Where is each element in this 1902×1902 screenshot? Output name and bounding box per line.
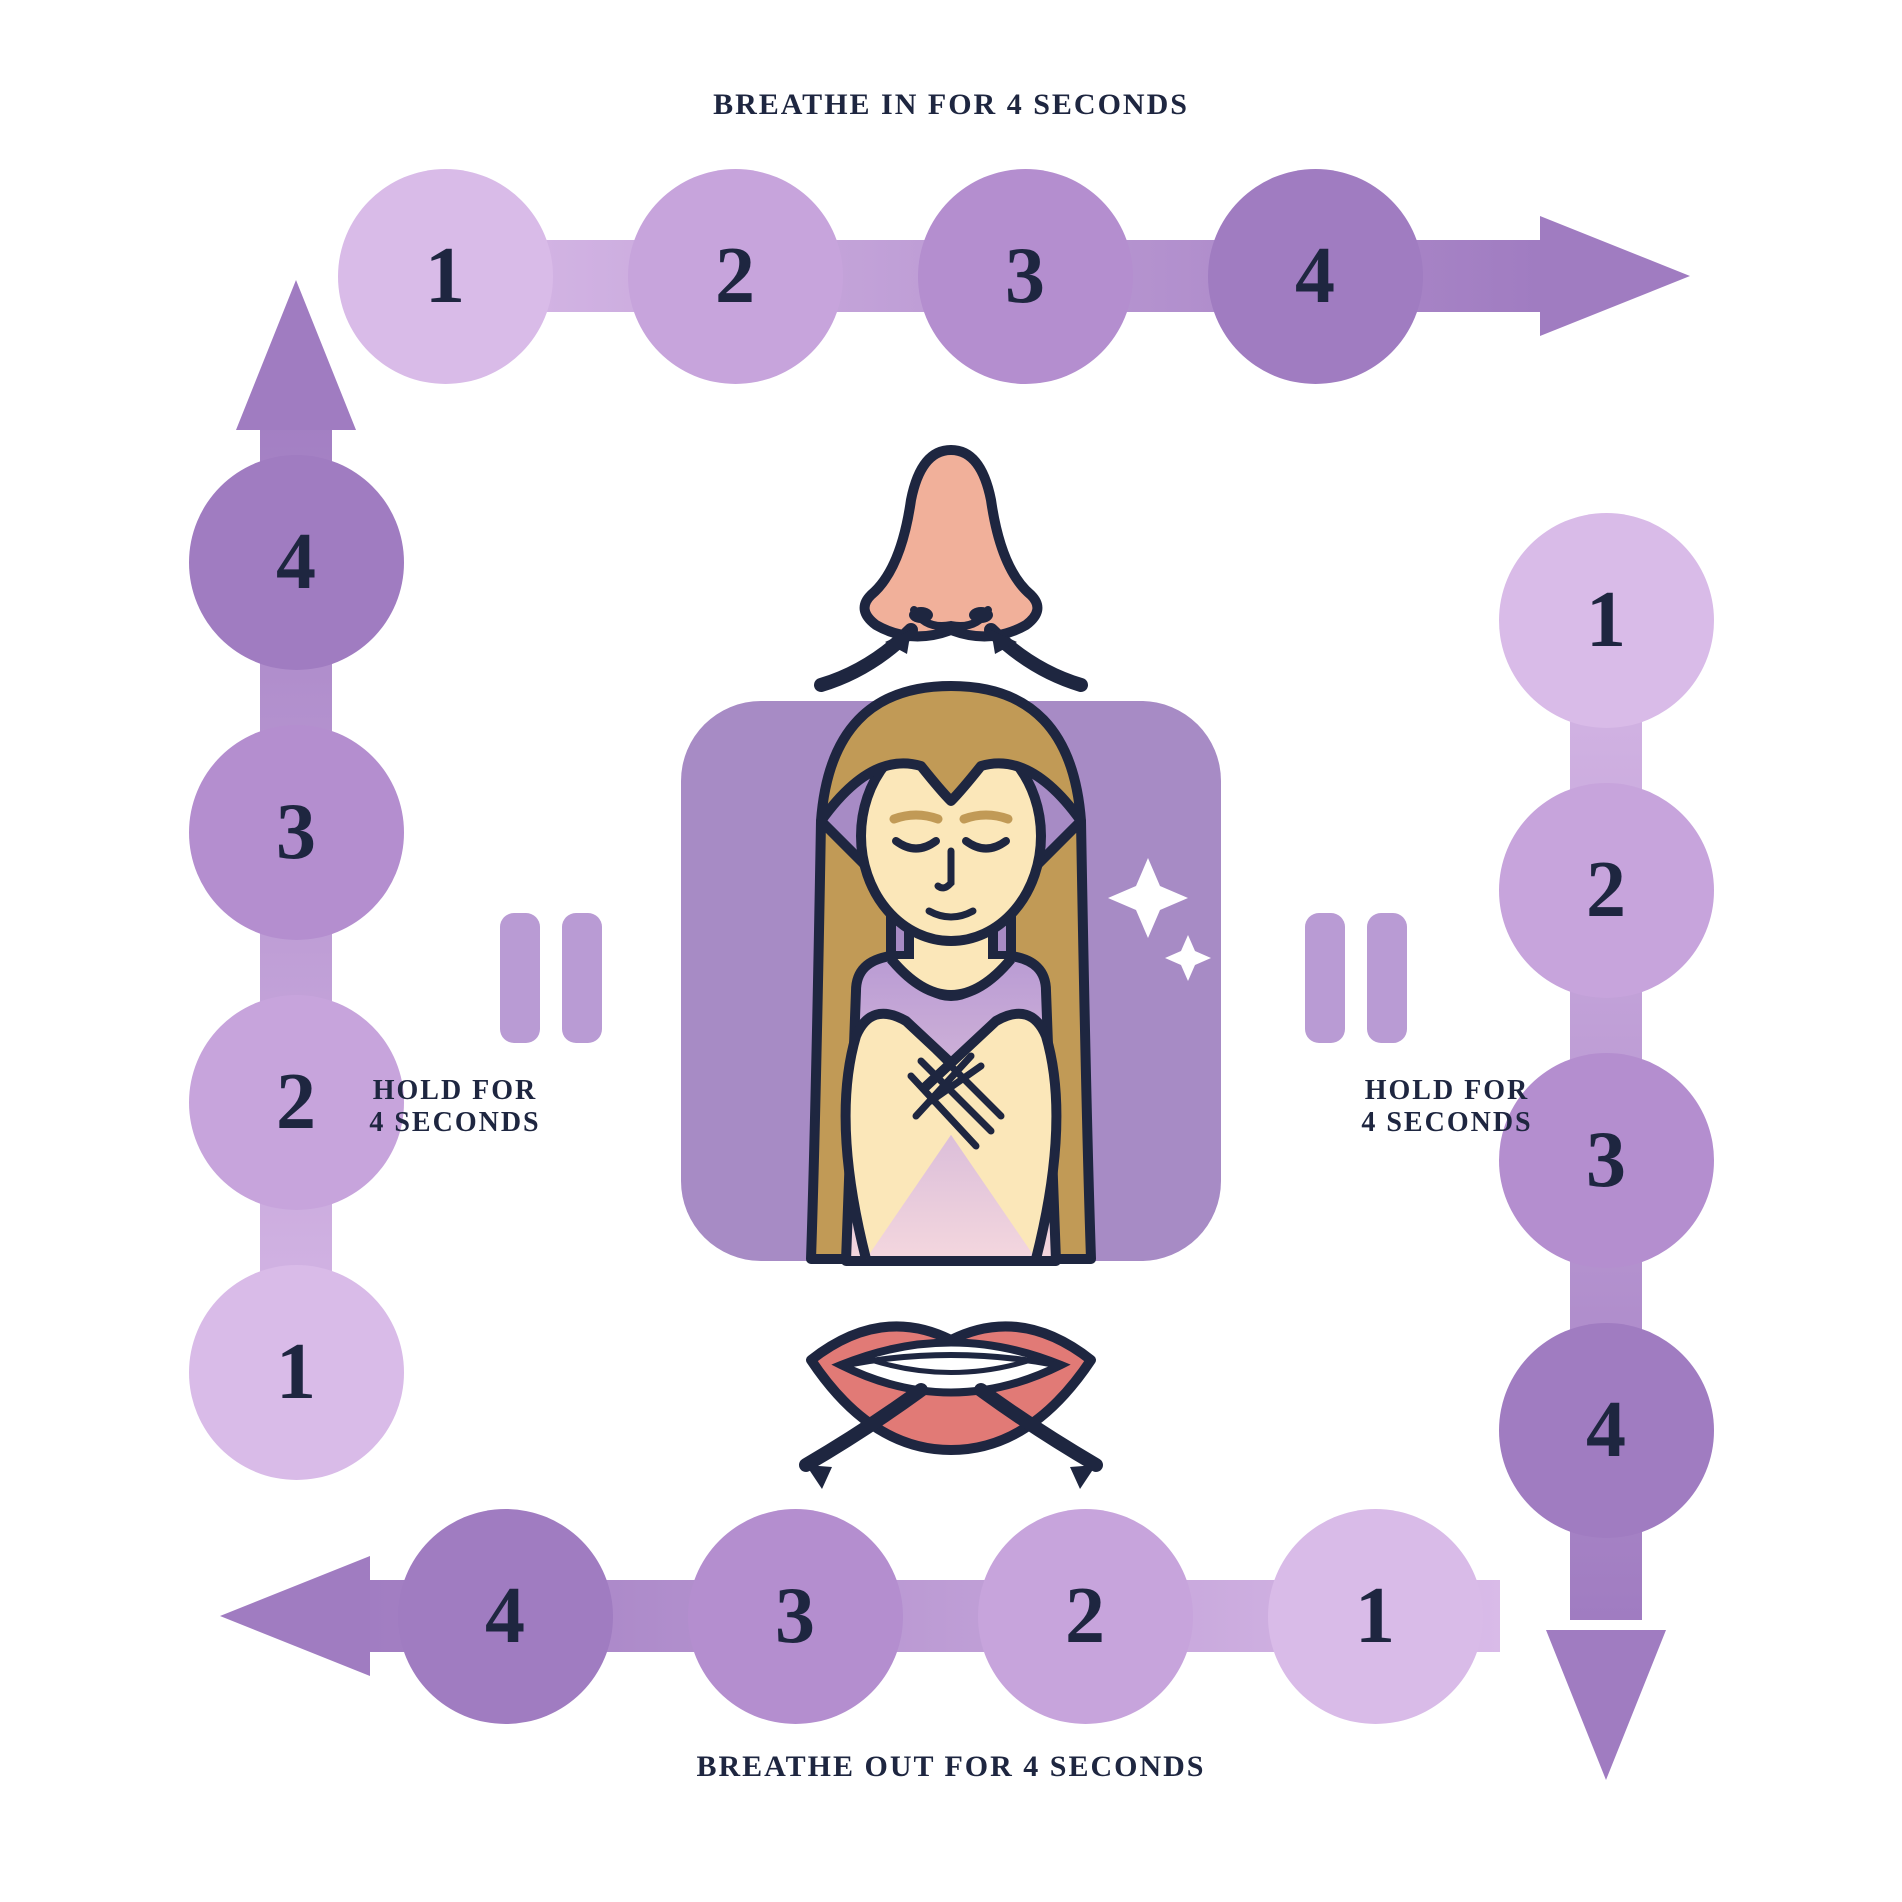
left-3: 3 (189, 725, 404, 940)
top-2: 2 (628, 169, 843, 384)
bottom-3: 3 (688, 1509, 903, 1724)
num: 4 (485, 1571, 525, 1662)
num: 3 (775, 1571, 815, 1662)
left-arrow (236, 280, 356, 430)
num: 2 (715, 231, 755, 322)
num: 1 (276, 1327, 316, 1418)
bottom-2: 2 (978, 1509, 1193, 1724)
right-1: 1 (1499, 513, 1714, 728)
pause-left-a (500, 913, 540, 1043)
top-1: 1 (338, 169, 553, 384)
num: 3 (1005, 231, 1045, 322)
pause-right-a (1305, 913, 1345, 1043)
num: 1 (1355, 1571, 1395, 1662)
pause-right-b (1367, 913, 1407, 1043)
pause-left-b (562, 913, 602, 1043)
breathe-in-label: BREATHE IN FOR 4 SECONDS (551, 88, 1351, 122)
breathe-out-label: BREATHE OUT FOR 4 SECONDS (551, 1750, 1351, 1784)
num: 1 (425, 231, 465, 322)
left-4: 4 (189, 455, 404, 670)
left-1: 1 (189, 1265, 404, 1480)
top-4: 4 (1208, 169, 1423, 384)
num: 3 (276, 787, 316, 878)
nose-icon (801, 430, 1101, 690)
mouth-icon (771, 1290, 1131, 1510)
num: 4 (276, 517, 316, 608)
center-illustration (681, 591, 1221, 1371)
breathing-diagram: 1 2 3 4 1 2 3 4 1 2 3 4 1 2 3 4 BREATHE … (0, 0, 1902, 1902)
right-arrow (1546, 1630, 1666, 1780)
right-2: 2 (1499, 783, 1714, 998)
num: 2 (1586, 845, 1626, 936)
num: 2 (1065, 1571, 1105, 1662)
num: 1 (1586, 575, 1626, 666)
bottom-arrow (220, 1556, 370, 1676)
bottom-1: 1 (1268, 1509, 1483, 1724)
num: 4 (1295, 231, 1335, 322)
top-arrow (1540, 216, 1690, 336)
num: 4 (1586, 1385, 1626, 1476)
right-4: 4 (1499, 1323, 1714, 1538)
bottom-4: 4 (398, 1509, 613, 1724)
top-3: 3 (918, 169, 1133, 384)
